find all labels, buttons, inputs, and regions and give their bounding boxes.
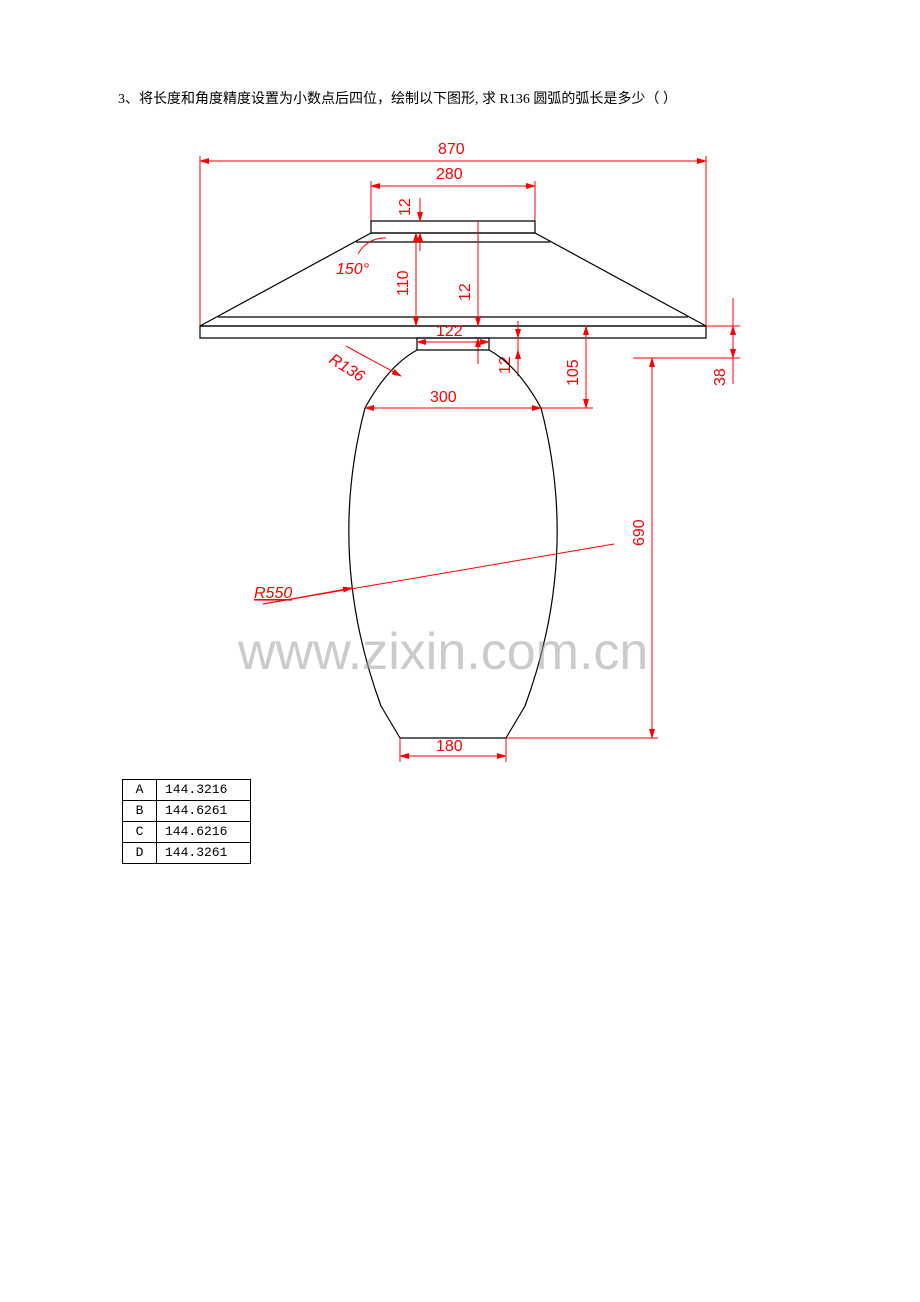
answer-value: 144.6261: [157, 801, 251, 822]
technical-diagram: 870 280 12 150°: [158, 126, 748, 771]
dim-12b: 12: [457, 283, 474, 301]
dim-12c: 12: [497, 356, 514, 374]
dim-150deg: 150°: [336, 261, 370, 278]
table-row: A 144.3216: [123, 780, 251, 801]
dim-870: 870: [438, 141, 465, 158]
answer-label: D: [123, 843, 157, 864]
answer-label: B: [123, 801, 157, 822]
dim-110: 110: [395, 270, 412, 296]
question-number: 3、: [118, 92, 139, 107]
dim-105: 105: [565, 359, 582, 386]
question-text: 3、将长度和角度精度设置为小数点后四位，绘制以下图形, 求 R136 圆弧的弧长…: [118, 88, 802, 108]
answer-label: C: [123, 822, 157, 843]
dim-280: 280: [436, 166, 463, 183]
dim-r136: R136: [326, 351, 368, 386]
table-row: C 144.6216: [123, 822, 251, 843]
dim-12a: 12: [397, 198, 414, 216]
table-row: D 144.3261: [123, 843, 251, 864]
answers-table: A 144.3216 B 144.6261 C 144.6216 D 144.3…: [122, 779, 251, 864]
answer-value: 144.6216: [157, 822, 251, 843]
answer-label: A: [123, 780, 157, 801]
dim-r550: R550: [254, 585, 292, 602]
dim-38: 38: [712, 368, 729, 386]
question-body: 将长度和角度精度设置为小数点后四位，绘制以下图形, 求 R136 圆弧的弧长是多…: [139, 92, 677, 107]
dim-300: 300: [430, 389, 457, 406]
answer-value: 144.3216: [157, 780, 251, 801]
table-row: B 144.6261: [123, 801, 251, 822]
dim-122: 122: [436, 323, 463, 340]
answer-value: 144.3261: [157, 843, 251, 864]
dim-180: 180: [436, 738, 463, 755]
dim-690: 690: [631, 519, 648, 546]
